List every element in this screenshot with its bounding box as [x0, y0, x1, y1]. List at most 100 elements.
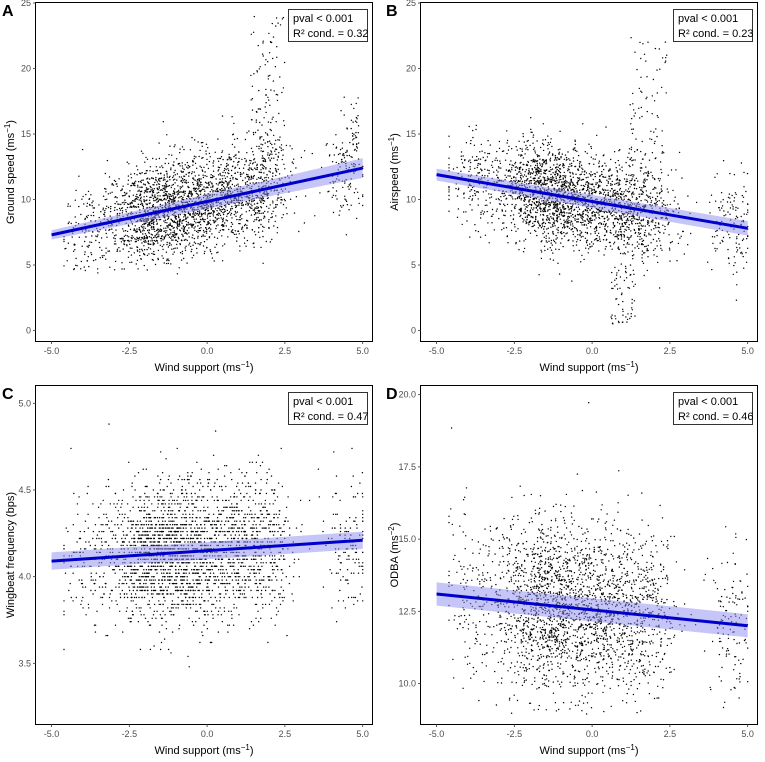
data-point: [149, 221, 151, 223]
data-point: [560, 157, 562, 159]
data-point: [350, 204, 352, 206]
data-point: [166, 218, 169, 220]
data-point: [678, 207, 680, 210]
data-point: [595, 211, 598, 213]
data-point: [204, 193, 206, 195]
data-point: [677, 233, 679, 235]
data-point: [260, 176, 262, 178]
data-point: [163, 194, 165, 196]
data-point: [559, 148, 561, 150]
data-point: [164, 219, 167, 221]
data-point: [540, 173, 542, 175]
data-point: [142, 223, 144, 226]
data-point: [270, 129, 272, 132]
data-point: [104, 210, 106, 212]
data-point: [582, 219, 584, 221]
data-point: [140, 199, 142, 202]
data-point: [553, 223, 555, 225]
data-point: [261, 167, 264, 169]
data-point: [484, 175, 486, 177]
data-point: [735, 242, 737, 244]
data-point: [586, 239, 589, 241]
data-point: [269, 128, 271, 131]
data-point: [86, 202, 89, 204]
data-point: [524, 171, 526, 173]
data-point: [96, 236, 98, 238]
data-point: [269, 204, 271, 206]
data-point: [572, 245, 574, 247]
data-point: [192, 183, 195, 186]
data-point: [621, 233, 623, 235]
data-point: [722, 199, 724, 201]
data-point: [265, 94, 267, 96]
data-point: [554, 154, 557, 157]
data-point: [183, 194, 185, 196]
data-point: [356, 118, 358, 120]
data-point: [577, 221, 579, 223]
data-point: [250, 168, 253, 171]
data-point: [253, 174, 255, 177]
data-point: [244, 138, 247, 141]
data-point: [532, 171, 535, 173]
data-point: [204, 181, 207, 183]
y-tick-label: 20: [406, 64, 416, 74]
data-point: [193, 218, 195, 220]
data-point: [143, 245, 145, 247]
data-point: [148, 229, 150, 231]
data-point: [228, 156, 230, 158]
data-point: [582, 178, 584, 181]
data-point: [332, 187, 334, 189]
data-point: [635, 218, 637, 220]
data-point: [232, 176, 234, 179]
data-point: [129, 206, 131, 208]
data-point: [88, 198, 91, 200]
data-point: [88, 265, 90, 268]
data-point: [206, 186, 208, 188]
data-point: [254, 167, 256, 169]
data-point: [139, 190, 141, 193]
data-point: [155, 199, 157, 202]
data-point: [84, 240, 86, 243]
data-point: [346, 154, 348, 157]
data-point: [230, 225, 232, 228]
data-point: [619, 233, 622, 236]
data-point: [123, 235, 126, 237]
data-point: [156, 218, 158, 221]
data-point: [239, 223, 241, 225]
data-point: [128, 236, 130, 238]
data-point: [188, 192, 190, 195]
data-point: [594, 211, 596, 214]
data-point: [546, 241, 548, 243]
data-point: [563, 225, 565, 227]
data-point: [656, 192, 658, 194]
data-point: [587, 252, 589, 254]
data-point: [467, 186, 469, 188]
data-point: [259, 236, 261, 239]
data-point: [238, 233, 240, 235]
data-point: [612, 223, 615, 225]
data-point: [231, 230, 233, 232]
data-point: [348, 154, 351, 157]
data-point: [567, 218, 569, 220]
data-point: [262, 262, 264, 264]
data-point: [181, 171, 183, 173]
data-point: [238, 219, 240, 221]
data-point: [162, 239, 164, 241]
y-tick-label: 15: [406, 129, 416, 139]
data-point: [261, 136, 263, 138]
data-point: [193, 220, 196, 222]
data-point: [529, 203, 531, 206]
data-point: [569, 184, 572, 186]
data-point: [158, 177, 160, 180]
data-point: [173, 234, 175, 236]
data-point: [675, 169, 677, 171]
data-point: [572, 148, 574, 150]
data-point: [146, 191, 149, 193]
data-point: [274, 150, 276, 152]
data-point: [207, 209, 210, 212]
data-point: [188, 227, 190, 229]
data-point: [132, 194, 134, 196]
data-point: [208, 152, 211, 155]
data-point: [579, 214, 582, 216]
data-point: [586, 214, 589, 217]
